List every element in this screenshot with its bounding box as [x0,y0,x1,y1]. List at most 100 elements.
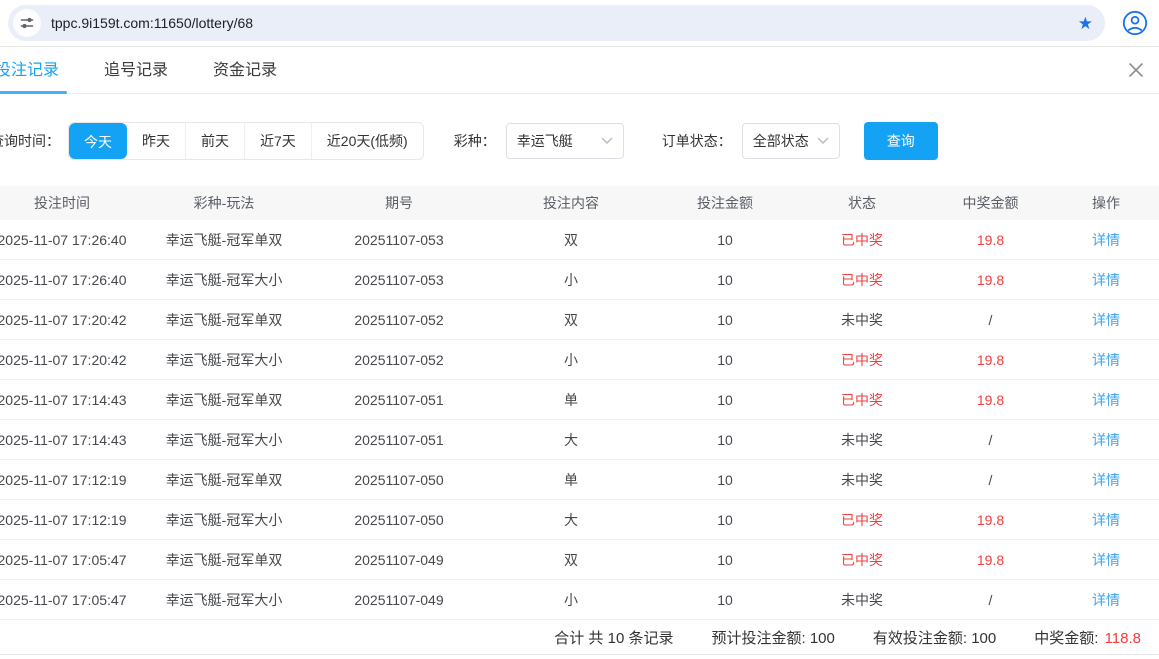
cell-bet-time: 2025-11-07 17:26:40 [0,231,127,248]
cell-bet-time: 2025-11-07 17:20:42 [0,351,127,368]
tabs-bar: 投注记录 追号记录 资金记录 [0,47,1159,94]
summary-total: 合计 共 10 条记录 [554,629,674,647]
cell-bet-time: 2025-11-07 17:05:47 [0,551,127,568]
cell-status: 已中奖 [841,351,883,368]
cell-issue: 20251107-050 [354,511,444,528]
browser-topbar: tppc.9i159t.com:11650/lottery/68 ★ [0,0,1159,47]
tab-bet-records[interactable]: 投注记录 [0,47,68,94]
table-row: 2025-11-07 17:12:19 幸运飞艇-冠军大小 20251107-050… [0,500,1159,540]
cell-bet-amount: 10 [717,591,733,608]
cell-play: 幸运飞艇-冠军单双 [165,551,283,568]
bet-records-table: 投注时间 彩种-玩法 期号 投注内容 投注金额 状态 中奖金额 操作 2025-11-07 1… [0,186,1159,620]
cell-bet-time: 2025-11-07 17:05:47 [0,591,127,608]
cell-status: 未中奖 [841,471,883,488]
detail-link[interactable]: 详情 [1092,311,1120,328]
cell-bet-content: 单 [564,471,578,488]
cell-win-amount: 19.8 [976,511,1005,528]
site-settings-icon[interactable] [13,9,41,37]
profile-icon[interactable] [1121,9,1149,37]
detail-link[interactable]: 详情 [1092,511,1120,528]
detail-link[interactable]: 详情 [1092,351,1120,368]
cell-win-amount: / [988,431,993,448]
cell-status: 已中奖 [841,551,883,568]
cell-bet-amount: 10 [717,271,733,288]
cell-status: 已中奖 [841,511,883,528]
cell-bet-content: 双 [564,231,578,248]
url-text[interactable]: tppc.9i159t.com:11650/lottery/68 [51,15,254,31]
lottery-select-label: 彩种： [453,133,496,149]
detail-link[interactable]: 详情 [1092,271,1120,288]
cell-bet-content: 大 [564,511,578,528]
order-status-select[interactable]: 全部状态 [741,123,840,159]
table-row: 2025-11-07 17:14:43 幸运飞艇-冠军大小 20251107-051… [0,420,1159,460]
cell-win-amount: / [988,471,993,488]
table-header-row: 投注时间 彩种-玩法 期号 投注内容 投注金额 状态 中奖金额 操作 [0,186,1159,220]
cell-win-amount: 19.8 [976,271,1005,288]
time-filter-option-0[interactable]: 今天 [69,123,127,159]
search-button[interactable]: 查询 [863,122,938,160]
cell-bet-amount: 10 [717,231,733,248]
cell-status: 未中奖 [841,431,883,448]
cell-bet-time: 2025-11-07 17:12:19 [0,511,127,528]
cell-win-amount: 19.8 [976,351,1005,368]
detail-link[interactable]: 详情 [1092,391,1120,408]
time-filter-option-3[interactable]: 近7天 [244,123,311,159]
cell-play: 幸运飞艇-冠军大小 [165,591,283,608]
bookmark-star-icon[interactable]: ★ [1077,13,1093,33]
order-status-value: 全部状态 [752,133,809,149]
chevron-down-icon [601,137,613,145]
detail-link[interactable]: 详情 [1092,591,1120,608]
cell-status: 已中奖 [841,391,883,408]
cell-win-amount: 19.8 [976,231,1005,248]
cell-bet-time: 2025-11-07 17:12:19 [0,471,127,488]
cell-bet-time: 2025-11-07 17:14:43 [0,431,127,448]
column-header: 投注时间 [34,195,90,211]
lottery-select-value: 幸运飞艇 [516,133,573,149]
close-icon[interactable] [1127,61,1145,79]
cell-play: 幸运飞艇-冠军大小 [165,431,283,448]
detail-link[interactable]: 详情 [1092,551,1120,568]
column-header: 投注金额 [697,195,753,211]
cell-bet-amount: 10 [717,351,733,368]
cell-bet-content: 小 [564,591,578,608]
cell-play: 幸运飞艇-冠军单双 [165,311,283,328]
cell-bet-content: 小 [564,351,578,368]
cell-bet-content: 双 [564,311,578,328]
detail-link[interactable]: 详情 [1092,431,1120,448]
summary-valid: 有效投注金额: 100 [872,629,997,647]
table-row: 2025-11-07 17:05:47 幸运飞艇-冠军单双 20251107-049… [0,540,1159,580]
cell-play: 幸运飞艇-冠军单双 [165,391,283,408]
cell-win-amount: 19.8 [976,391,1005,408]
cell-play: 幸运飞艇-冠军单双 [165,231,283,248]
column-header: 投注内容 [543,195,599,211]
cell-status: 未中奖 [841,311,883,328]
order-status-label: 订单状态： [661,133,732,149]
cell-bet-amount: 10 [717,471,733,488]
table-row: 2025-11-07 17:20:42 幸运飞艇-冠军单双 20251107-052… [0,300,1159,340]
cell-status: 已中奖 [841,271,883,288]
cell-issue: 20251107-051 [354,391,444,408]
lottery-select[interactable]: 幸运飞艇 [505,123,624,159]
detail-link[interactable]: 详情 [1092,471,1120,488]
time-filter-option-2[interactable]: 前天 [185,123,244,159]
table-row: 2025-11-07 17:14:43 幸运飞艇-冠军单双 20251107-051… [0,380,1159,420]
cell-issue: 20251107-052 [354,351,444,368]
cell-issue: 20251107-053 [354,231,444,248]
time-filter-option-1[interactable]: 昨天 [142,133,170,149]
address-bar[interactable]: tppc.9i159t.com:11650/lottery/68 ★ [8,5,1105,41]
tab-fund-records[interactable]: 资金记录 [213,61,278,79]
cell-status: 未中奖 [841,591,883,608]
cell-bet-content: 大 [564,431,578,448]
tab-chase-records[interactable]: 追号记录 [104,61,169,79]
cell-bet-amount: 10 [717,311,733,328]
cell-issue: 20251107-050 [354,471,444,488]
cell-play: 幸运飞艇-冠军大小 [165,271,283,288]
detail-link[interactable]: 详情 [1092,231,1120,248]
cell-play: 幸运飞艇-冠军大小 [165,511,283,528]
cell-bet-time: 2025-11-07 17:26:40 [0,271,127,288]
cell-play: 幸运飞艇-冠军单双 [165,471,283,488]
cell-win-amount: / [988,311,993,328]
time-filter-option-4[interactable]: 近20天(低频) [310,123,423,159]
